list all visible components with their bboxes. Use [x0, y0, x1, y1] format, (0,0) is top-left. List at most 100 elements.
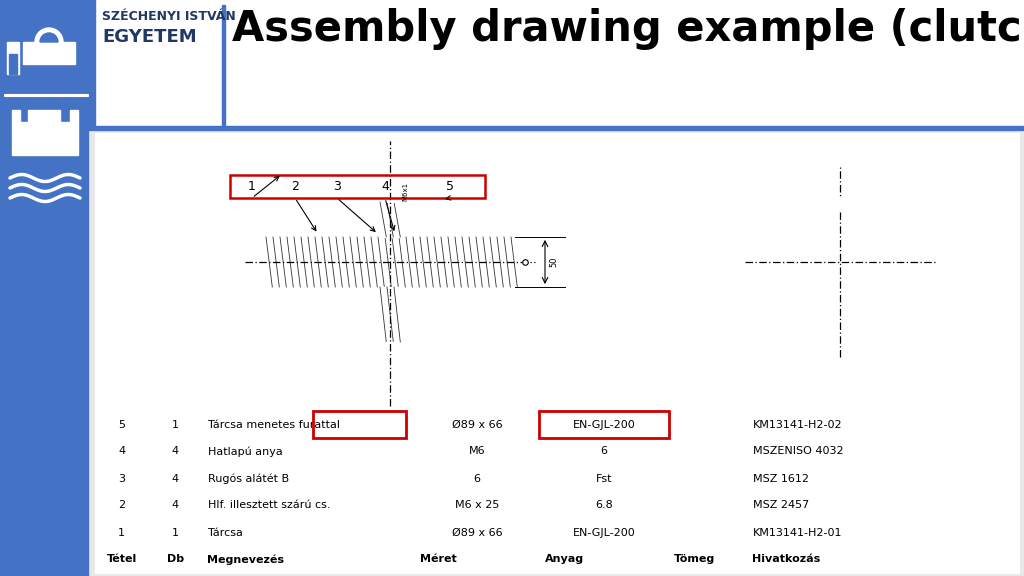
- Ellipse shape: [885, 286, 896, 297]
- Bar: [0, 0, 1024, 130]
- Bar: [381, 182, 399, 189]
- Bar: [748, 519, 895, 546]
- Bar: [312, 411, 407, 438]
- Bar: [148, 465, 202, 492]
- Text: 4: 4: [172, 473, 179, 483]
- Wedge shape: [35, 28, 63, 42]
- Text: Anyag: Anyag: [545, 555, 584, 564]
- Text: Hlf. illesztett szárú cs.: Hlf. illesztett szárú cs.: [208, 501, 331, 510]
- Bar: [202, 465, 415, 492]
- Bar: [148, 519, 202, 546]
- Bar: [415, 492, 540, 519]
- Text: 4: 4: [381, 180, 389, 193]
- Text: Rugós alátét B: Rugós alátét B: [208, 473, 290, 484]
- Bar: [669, 465, 748, 492]
- Bar: [540, 438, 669, 465]
- Wedge shape: [40, 33, 58, 42]
- Bar: [669, 546, 748, 573]
- Bar: [669, 519, 748, 546]
- Ellipse shape: [784, 286, 796, 297]
- Bar: [748, 465, 895, 492]
- Text: EN-GJL-200: EN-GJL-200: [572, 528, 636, 537]
- Bar: [748, 438, 895, 465]
- Bar: [202, 546, 415, 573]
- Text: 50: 50: [549, 257, 558, 267]
- Bar: [540, 546, 669, 573]
- Text: 6: 6: [473, 473, 480, 483]
- Bar: [202, 438, 415, 465]
- Text: 3: 3: [333, 180, 341, 193]
- Bar: [7, 42, 19, 74]
- Bar: [202, 519, 415, 546]
- Bar: [95, 126, 1024, 130]
- Bar: [95, 438, 148, 465]
- Text: MSZ 2457: MSZ 2457: [754, 501, 810, 510]
- Text: 5: 5: [119, 419, 125, 430]
- Text: Tárcsa menetes furattal: Tárcsa menetes furattal: [208, 419, 340, 430]
- Bar: [540, 519, 669, 546]
- Bar: [540, 492, 669, 519]
- Text: Méret: Méret: [420, 555, 457, 564]
- Text: 6.8: 6.8: [595, 501, 613, 510]
- Bar: [669, 438, 748, 465]
- Bar: [383, 189, 397, 194]
- Text: EGYETEM: EGYETEM: [102, 28, 197, 46]
- Bar: [386, 170, 394, 182]
- Text: 1: 1: [248, 180, 256, 193]
- Text: SZÉCHENYI ISTVÁN: SZÉCHENYI ISTVÁN: [102, 10, 236, 23]
- Bar: [415, 546, 540, 573]
- Text: 2: 2: [118, 501, 125, 510]
- Bar: [415, 411, 540, 438]
- Bar: [379, 287, 401, 342]
- Bar: [202, 492, 415, 519]
- Bar: [202, 411, 415, 438]
- Text: 2: 2: [291, 180, 299, 193]
- Bar: [95, 519, 148, 546]
- Text: 5: 5: [446, 180, 454, 193]
- Bar: [381, 194, 399, 202]
- Bar: [9, 54, 17, 74]
- Text: 1: 1: [172, 528, 179, 537]
- Text: Db: Db: [167, 555, 184, 564]
- Text: 1: 1: [172, 419, 179, 430]
- Bar: [381, 354, 399, 362]
- Bar: [415, 438, 540, 465]
- Text: 1: 1: [119, 528, 125, 537]
- Bar: [540, 411, 669, 438]
- Bar: [230, 175, 485, 198]
- Bar: [265, 237, 515, 287]
- Text: 3: 3: [119, 473, 125, 483]
- Bar: [540, 411, 669, 438]
- Bar: [95, 133, 1019, 573]
- Bar: [386, 342, 394, 354]
- Ellipse shape: [805, 227, 874, 297]
- Bar: [95, 492, 148, 519]
- Bar: [23, 42, 75, 64]
- Text: M6x1: M6x1: [402, 182, 408, 201]
- Bar: [383, 362, 397, 367]
- Bar: [0, 0, 95, 130]
- Bar: [748, 546, 895, 573]
- Polygon shape: [12, 110, 78, 155]
- Text: Hatlapú anya: Hatlapú anya: [208, 446, 283, 457]
- Ellipse shape: [835, 199, 846, 210]
- Text: Tétel: Tétel: [106, 555, 137, 564]
- Text: KM13141-H2-01: KM13141-H2-01: [754, 528, 843, 537]
- Bar: [540, 465, 669, 492]
- Ellipse shape: [752, 174, 928, 350]
- Bar: [222, 5, 225, 125]
- Text: Ø89 x 66: Ø89 x 66: [452, 419, 503, 430]
- Text: M6 x 25: M6 x 25: [455, 501, 500, 510]
- Ellipse shape: [760, 182, 920, 342]
- Bar: [95, 465, 148, 492]
- Bar: [669, 492, 748, 519]
- Text: 6: 6: [601, 446, 607, 457]
- Bar: [148, 546, 202, 573]
- Bar: [95, 546, 148, 573]
- Bar: [748, 492, 895, 519]
- Text: Megnevezés: Megnevezés: [207, 554, 285, 564]
- Text: EN-GJL-200: EN-GJL-200: [572, 419, 636, 430]
- Text: Hivatkozás: Hivatkozás: [753, 555, 820, 564]
- Bar: [95, 411, 148, 438]
- Text: MSZ 1612: MSZ 1612: [754, 473, 809, 483]
